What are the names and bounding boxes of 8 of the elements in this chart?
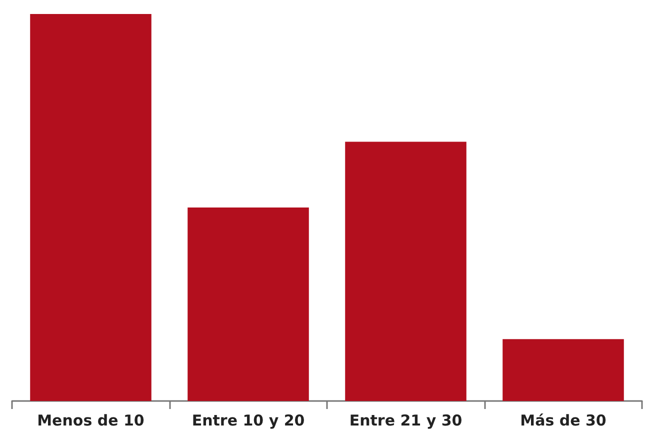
bar xyxy=(188,208,309,401)
bar xyxy=(345,142,466,401)
x-tick-label: Entre 21 y 30 xyxy=(349,412,462,430)
x-tick-label: Entre 10 y 20 xyxy=(192,412,305,430)
x-tick-label: Más de 30 xyxy=(520,412,606,430)
x-tick-label: Menos de 10 xyxy=(37,412,144,430)
bar xyxy=(502,339,624,401)
bar xyxy=(30,14,152,401)
